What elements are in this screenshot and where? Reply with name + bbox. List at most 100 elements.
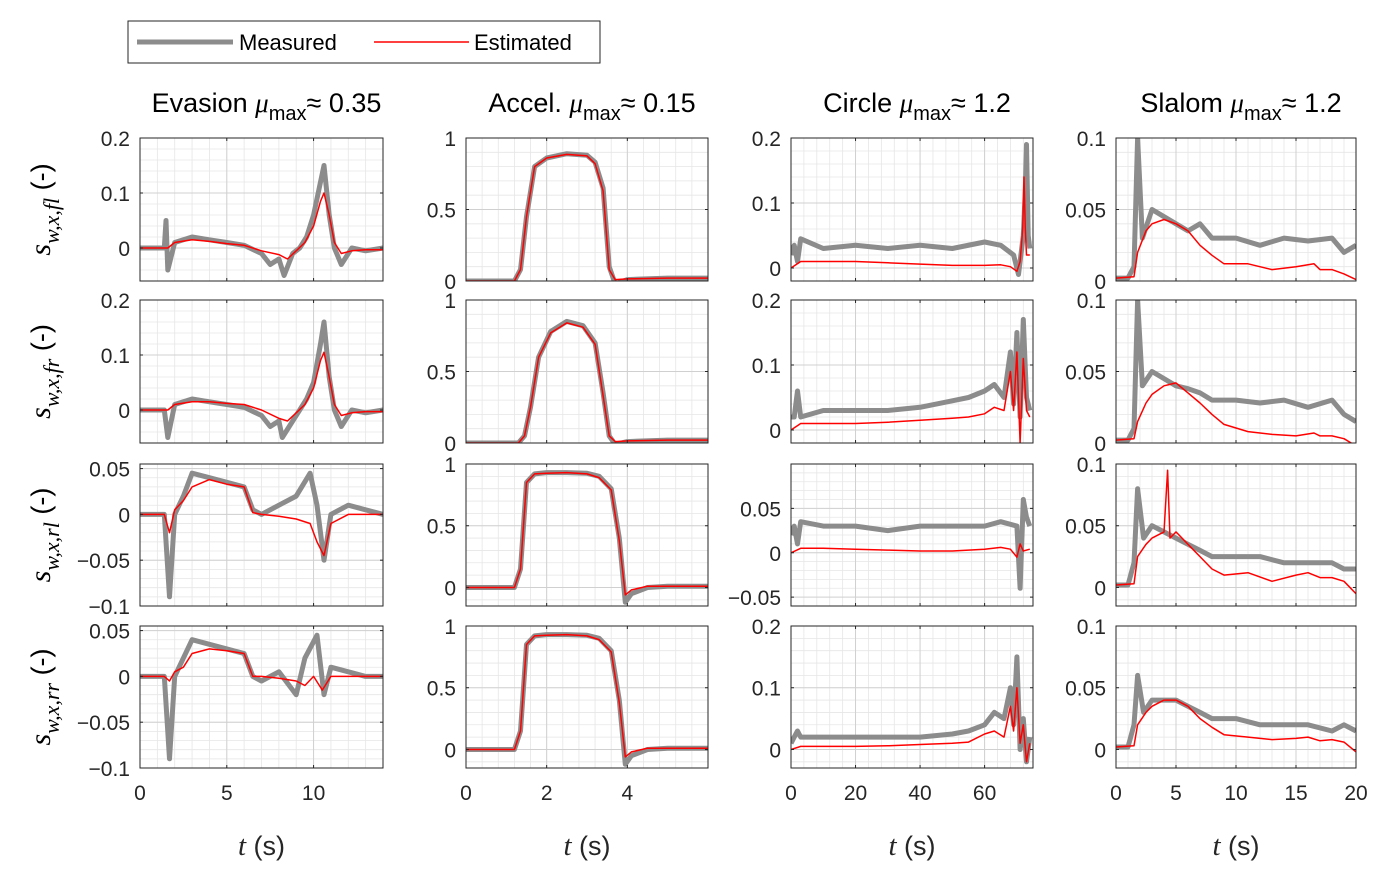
panel-r4-c4-ytick-label: 0.1 [1077,616,1106,639]
panel-r2-c2: 00.51 [427,290,709,456]
panel-r4-c4-estimated-line [1116,699,1356,753]
panel-r1-c3-background [791,138,1033,281]
legend-measured-label: Measured [239,30,337,55]
col3-xtick-label: 60 [973,782,996,805]
panel-r4-c2-ytick-label: 0 [444,739,456,762]
panel-r4-c2-estimated-line [466,633,708,758]
panel-r3-c3-axes-box [790,463,1034,607]
figure-labels: Evasion μmax≈ 0.35 Accel. μmax≈ 0.15 Circl… [24,88,1342,862]
panel-r2-c4-estimated-line [1116,382,1353,443]
row-label-3: sw,x,rl (-) [24,488,64,583]
subplot-grid: 00.10.200.5100.10.200.050.100.10.200.510… [77,128,1368,805]
panel-r3-c4-ytick-label: 0.1 [1077,454,1106,477]
panel-r2-c2-ytick-label: 0 [444,433,456,456]
panel-r4-c4-measured-line [1116,672,1356,750]
panel-r3-c4-ytick-label: 0.05 [1065,516,1106,539]
panel-r2-c3: 0 0.1 0.2 [752,290,1034,444]
panel-r1-c3-estimated-line [791,176,1030,273]
panel-r4-c1-measured-line [140,632,383,762]
panel-r1-c1: 0 0.1 0.2 [101,128,384,282]
panel-r2-c1-ytick-label: 0.2 [101,290,130,313]
panel-r2-c3-measured-line [791,317,1033,420]
panel-r1-c4: 0 0.05 0.1 [1065,128,1357,294]
legend-estimated-label: Estimated [474,30,572,55]
col4-xtick-label: 20 [1344,782,1367,805]
panel-r4-c4: 0 0.05 0.1 0 5 10 15 20 [1065,616,1368,805]
panel-r4-c2-ytick-label: 0.5 [427,678,456,701]
panel-r4-c3-ytick-label: 0 [769,739,781,762]
panel-r1-c3-ytick-label: 0.2 [752,128,781,151]
panel-r3-c3-estimated-line [791,543,1031,558]
panel-r1-c3-ytick-label: 0.1 [752,193,781,216]
panel-r3-c3: −0.05 0 0.05 [728,463,1034,610]
row-label-1: sw,x,fl (-) [24,163,64,255]
panel-r2-c3-axes-box [790,299,1034,444]
col4-xtick-label: 5 [1170,782,1182,805]
panel-r2-c1-measured-line [140,319,383,440]
panel-r3-c3-ytick-label: 0.05 [740,498,781,521]
panel-r2-c1-estimated-line [140,351,383,422]
col3-xtick-label: 40 [908,782,931,805]
panel-r3-c1-estimated-line [140,478,383,557]
panel-r4-c3-estimated-line [791,686,1031,763]
panel-r3-c1-ytick-label: −0.05 [77,550,130,573]
panel-r1-c2-ytick-label: 0 [444,271,456,294]
panel-r2-c4: 0 0.05 0.1 [1065,290,1357,456]
panel-r1-c1-axes-box [139,137,384,282]
panel-r4-c3-ytick-label: 0.1 [752,678,781,701]
panel-r3-c1-axes-box [139,463,384,607]
col4-xtick-label: 0 [1110,782,1122,805]
panel-r4-c2-ytick-label: 1 [444,616,456,639]
panel-r1-c2-ytick-label: 1 [444,128,456,151]
col4-xtick-label: 10 [1224,782,1247,805]
panel-r3-c2-ytick-label: 1 [444,454,456,477]
panel-r3-c2-ytick-label: 0 [444,577,456,600]
panel-r1-c1-estimated-line [140,192,383,260]
panel-r1-c4-estimated-line [1116,218,1356,281]
panel-r4-c1: −0.1 −0.05 0 0.05 0 5 10 [77,621,384,805]
panel-r3-c4: 0 0.05 0.1 [1065,454,1357,607]
column-title-1: Evasion μmax≈ 0.35 [152,88,382,125]
panel-r4-c1-ytick-label: 0 [118,666,130,689]
x-axis-label-4: t (s) [1212,830,1259,862]
x-axis-label-2: t (s) [563,830,610,862]
col2-xtick-label: 4 [621,782,633,805]
panel-r4-c1-ytick-label: −0.1 [89,758,130,781]
panel-r2-c4-ytick-label: 0.05 [1065,362,1106,385]
panel-r1-c2-ytick-label: 0.5 [427,200,456,223]
panel-r2-c1-axes-box [139,299,384,444]
legend: Measured Estimated [127,20,601,64]
col1-xtick-label: 0 [134,782,146,805]
column-title-2: Accel. μmax≈ 0.15 [488,88,695,125]
panel-r2-c4-ytick-label: 0 [1094,433,1106,456]
panel-r2-c2-estimated-line [466,322,708,443]
x-axis-label-1: t (s) [238,830,285,862]
panel-r1-c4-measured-line [1116,138,1356,281]
panel-r4-c3: 0 0.1 0.2 0 20 40 60 [752,616,1034,805]
panel-r4-c1-ytick-label: 0.05 [89,621,130,644]
panel-r2-c3-ytick-label: 0 [769,420,781,443]
panel-r2-c1-ytick-label: 0.1 [101,345,130,368]
col4-xtick-label: 15 [1284,782,1307,805]
panel-r3-c2-estimated-line [466,471,708,596]
panel-r3-c4-measured-line [1116,486,1356,588]
panel-r4-c3-ytick-label: 0.2 [752,616,781,639]
panel-r1-c3-measured-line [791,142,1033,277]
panel-r2-c2-ytick-label: 1 [444,290,456,313]
panel-r2-c3-estimated-line [791,351,1031,443]
panel-r1-c1-ytick-label: 0.2 [101,128,130,151]
panel-r1-c4-ytick-label: 0.05 [1065,200,1106,223]
panel-r4-c2: 0 0.5 1 0 2 4 [427,616,709,805]
panel-r2-c3-ytick-label: 0.2 [752,290,781,313]
column-title-3: Circle μmax≈ 1.2 [823,88,1011,125]
panel-r2-c1-ytick-label: 0 [118,400,130,423]
x-axis-label-3: t (s) [888,830,935,862]
panel-r4-c1-estimated-line [140,648,383,691]
panel-r1-c2-estimated-line [466,153,708,281]
panel-r1-c2: 00.51 [427,128,709,294]
panel-r4-c4-ytick-label: 0 [1094,739,1106,762]
panel-r3-c2-ytick-label: 0.5 [427,516,456,539]
panel-r2-c3-ytick-label: 0.1 [752,355,781,378]
row-label-4: sw,x,rr (-) [24,648,64,745]
panel-r3-c1: −0.1 −0.05 0 0.05 [77,459,384,619]
